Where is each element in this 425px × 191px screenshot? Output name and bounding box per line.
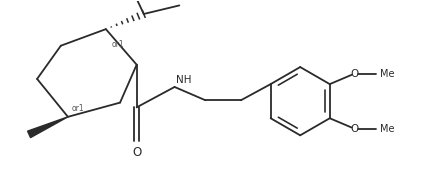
Text: O: O [132,146,141,159]
Text: Me: Me [380,69,395,79]
Text: NH: NH [176,75,192,85]
Polygon shape [28,117,68,138]
Text: or1: or1 [72,104,84,113]
Text: O: O [350,124,359,134]
Text: Me: Me [380,124,395,134]
Text: or1: or1 [111,40,124,49]
Text: O: O [350,69,359,79]
